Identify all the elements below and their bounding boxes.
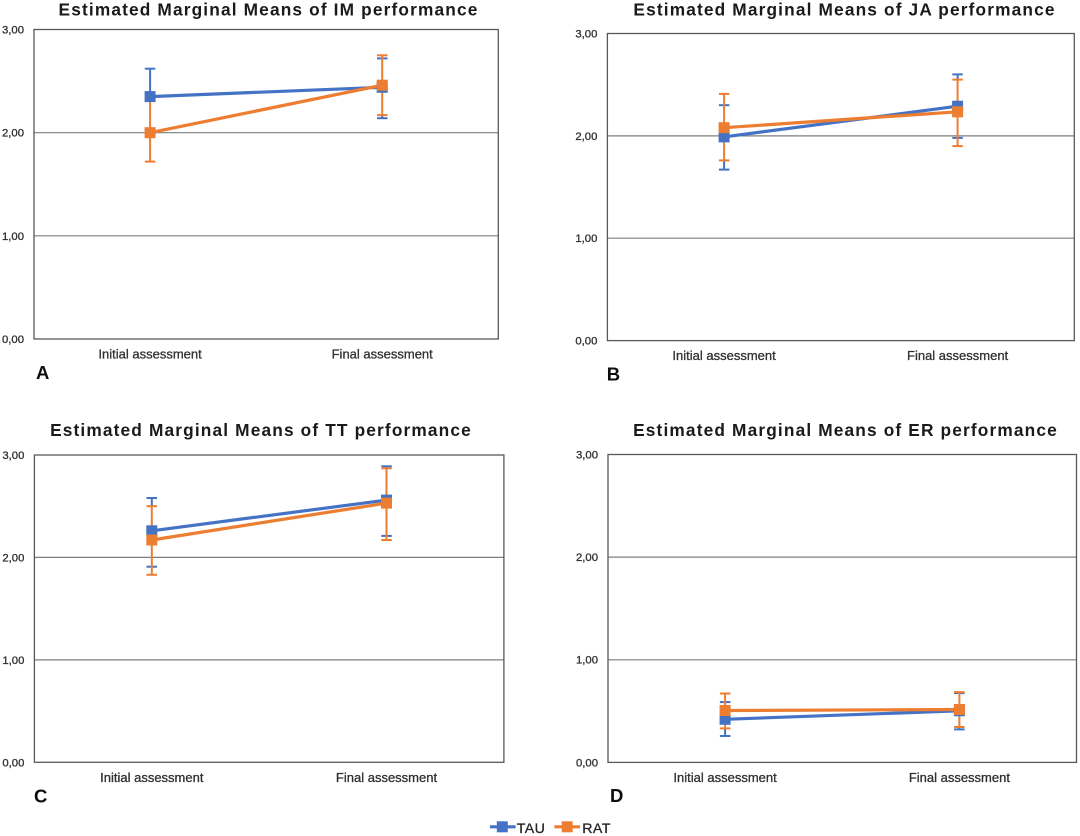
svg-text:1,00: 1,00 <box>2 655 24 667</box>
svg-text:Final assessment: Final assessment <box>336 770 438 785</box>
svg-text:3,00: 3,00 <box>576 450 598 462</box>
svg-text:Estimated Marginal Means of IM: Estimated Marginal Means of IM performan… <box>59 0 479 20</box>
svg-text:3,00: 3,00 <box>575 29 597 41</box>
svg-text:2,00: 2,00 <box>575 131 597 143</box>
svg-text:Initial assessment: Initial assessment <box>672 348 776 363</box>
svg-text:D: D <box>610 785 623 806</box>
svg-text:3,00: 3,00 <box>2 25 24 37</box>
svg-text:TAU: TAU <box>517 821 546 836</box>
svg-text:Estimated Marginal Means of ER: Estimated Marginal Means of ER performan… <box>633 420 1058 440</box>
svg-text:0,00: 0,00 <box>576 757 598 769</box>
svg-text:Initial assessment: Initial assessment <box>98 347 202 362</box>
svg-text:1,00: 1,00 <box>575 233 597 245</box>
svg-text:3,00: 3,00 <box>2 450 24 462</box>
svg-text:Estimated Marginal Means of TT: Estimated Marginal Means of TT performan… <box>50 420 472 440</box>
svg-text:A: A <box>36 362 49 383</box>
svg-text:RAT: RAT <box>582 821 611 836</box>
svg-text:1,00: 1,00 <box>576 655 598 667</box>
svg-text:0,00: 0,00 <box>2 334 24 346</box>
svg-text:2,00: 2,00 <box>2 128 24 140</box>
svg-text:Estimated Marginal Means of JA: Estimated Marginal Means of JA performan… <box>633 0 1055 20</box>
svg-text:2,00: 2,00 <box>2 552 24 564</box>
svg-text:B: B <box>607 363 620 384</box>
svg-text:C: C <box>34 785 47 806</box>
svg-text:Final assessment: Final assessment <box>907 348 1009 363</box>
svg-text:0,00: 0,00 <box>575 336 597 348</box>
svg-text:1,00: 1,00 <box>2 231 24 243</box>
svg-text:Final assessment: Final assessment <box>909 770 1011 785</box>
svg-text:Initial assessment: Initial assessment <box>100 770 204 785</box>
svg-text:Final assessment: Final assessment <box>332 347 434 362</box>
svg-text:0,00: 0,00 <box>2 757 24 769</box>
svg-text:Initial assessment: Initial assessment <box>673 770 777 785</box>
svg-text:2,00: 2,00 <box>576 552 598 564</box>
